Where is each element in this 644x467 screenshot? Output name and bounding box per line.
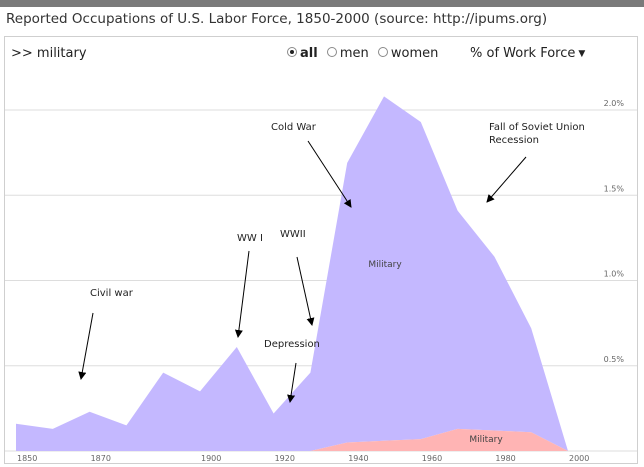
y-tick-label: 1.5% xyxy=(604,184,625,193)
caret-down-icon: ▼ xyxy=(578,49,586,59)
radio-dot-icon xyxy=(377,47,388,57)
measure-label: % of Work Force xyxy=(470,46,576,61)
series-label: Military xyxy=(469,435,503,445)
series-label: Military xyxy=(368,260,402,270)
x-axis-ticks: 1850 1870 1900 1920 1940 1960 1980 2000 xyxy=(17,454,589,463)
y-tick-label: 1.0% xyxy=(604,270,625,279)
x-tick-label: 1980 xyxy=(495,454,515,463)
series-area-military-women xyxy=(16,428,568,451)
x-tick-label: 1850 xyxy=(17,454,37,463)
x-tick-label: 1940 xyxy=(348,454,368,463)
radio-men[interactable]: men xyxy=(326,46,369,61)
y-axis-ticks: 0.5% 1.0% 1.5% 2.0% xyxy=(604,99,625,364)
annotation-label: Civil war xyxy=(90,288,134,299)
series-labels: Military Military xyxy=(368,260,503,445)
y-tick-label: 0.5% xyxy=(604,355,625,364)
annotation-label: WWII xyxy=(280,229,306,240)
x-tick-label: 2000 xyxy=(569,454,589,463)
radio-women[interactable]: women xyxy=(377,46,439,61)
annotation-arrow xyxy=(296,256,315,326)
x-tick-label: 1870 xyxy=(91,454,111,463)
annotation-label: Depression xyxy=(264,339,320,350)
annotation-label: Recession xyxy=(489,135,539,146)
chart-svg: 0.5% 1.0% 1.5% 2.0% 1850 1870 1900 1920 1940 196… xyxy=(5,96,637,463)
annotation-arrow xyxy=(234,250,250,338)
annotation-arrow xyxy=(287,362,297,403)
series-area-military-men xyxy=(16,96,568,452)
annotation-arrow xyxy=(307,140,352,208)
radio-dot-icon xyxy=(287,47,297,57)
x-tick-label: 1900 xyxy=(201,454,221,463)
annotation-arrow xyxy=(78,312,94,380)
x-tick-label: 1960 xyxy=(422,454,442,463)
annotation-label: Fall of Soviet Union xyxy=(489,122,585,133)
radio-all[interactable]: all xyxy=(287,46,318,61)
radio-all-label: all xyxy=(300,46,318,61)
radio-dot-icon xyxy=(326,47,337,57)
radio-women-label: women xyxy=(390,46,439,61)
annotations: Civil war WW I WWII Depression Cold War Fall … xyxy=(78,122,585,403)
measure-dropdown[interactable]: % of Work Force ▼ xyxy=(470,46,585,61)
y-tick-label: 2.0% xyxy=(604,99,625,108)
chart-panel: >> military all men women % of Work Forc… xyxy=(4,36,638,464)
gender-filter: all men women xyxy=(287,46,443,61)
query-text[interactable]: >> military xyxy=(11,46,87,61)
annotation-arrow xyxy=(486,156,527,203)
top-bar xyxy=(0,0,644,7)
x-tick-label: 1920 xyxy=(275,454,295,463)
chart-controls: >> military all men women % of Work Forc… xyxy=(5,37,637,67)
annotation-label: WW I xyxy=(237,233,263,244)
radio-men-label: men xyxy=(339,46,369,61)
annotation-label: Cold War xyxy=(271,122,317,133)
page-title: Reported Occupations of U.S. Labor Force… xyxy=(6,11,548,27)
